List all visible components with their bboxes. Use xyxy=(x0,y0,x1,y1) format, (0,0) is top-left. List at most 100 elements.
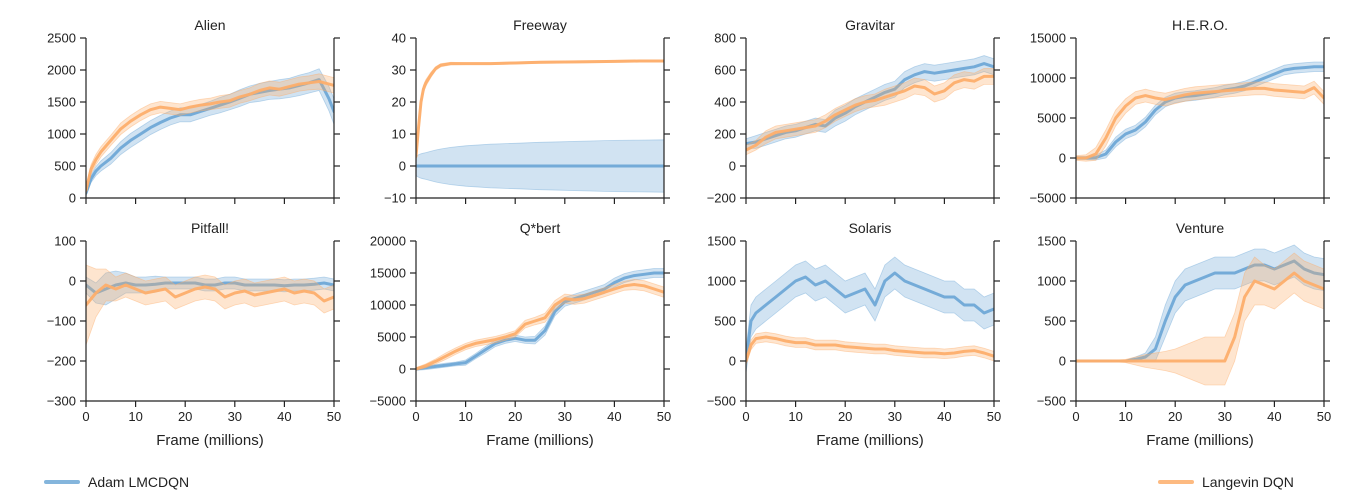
x-tick-label: 0 xyxy=(82,409,89,424)
plot-area xyxy=(1076,61,1324,162)
x-axis-label: Frame (millions) xyxy=(816,432,924,449)
series-line-langevin xyxy=(1076,86,1324,160)
subplot-title: Alien xyxy=(194,17,225,33)
x-tick-label: 20 xyxy=(1168,409,1182,424)
y-tick-label: −5000 xyxy=(369,394,406,409)
x-axis-label: Frame (millions) xyxy=(486,432,594,449)
plot-area xyxy=(86,68,334,197)
series-line-langevin xyxy=(86,283,334,307)
x-tick-label: 30 xyxy=(558,409,572,424)
y-tick-label: 100 xyxy=(54,234,76,249)
x-tick-label: 50 xyxy=(1317,409,1331,424)
subplot-title: Q*bert xyxy=(520,220,561,236)
x-tick-label: 10 xyxy=(1118,409,1132,424)
x-axis-label: Frame (millions) xyxy=(1146,432,1254,449)
x-tick-label: 10 xyxy=(788,409,802,424)
subplot-4: Pitfall! −300 −200 −100 0 100 0 10 20 30 40 50 Frame… xyxy=(47,220,342,449)
subplot-6: Solaris −500 0 500 1000 1500 0 10 20 30 40 50 Frame … xyxy=(707,220,1002,449)
y-tick-label: 500 xyxy=(714,314,736,329)
legend-adam-label: Adam LMCDQN xyxy=(88,474,190,490)
series-line-adam xyxy=(746,271,994,363)
y-tick-label: 20000 xyxy=(370,234,406,249)
legend-langevin: Langevin DQN xyxy=(1158,474,1294,490)
y-tick-label: 1000 xyxy=(707,274,736,289)
y-tick-label: 20 xyxy=(392,95,406,110)
subplot-title: Venture xyxy=(1176,220,1224,236)
y-tick-label: 1500 xyxy=(47,95,76,110)
y-tick-label: −500 xyxy=(707,394,736,409)
subplot-2: Gravitar −200 0 200 400 600 800 xyxy=(707,17,1000,206)
series-line-langevin xyxy=(416,283,664,371)
band-langevin xyxy=(1076,252,1324,386)
plot-area xyxy=(416,59,664,193)
y-tick-label: 1500 xyxy=(707,234,736,249)
plot-area xyxy=(86,264,334,346)
y-tick-label: 200 xyxy=(714,127,736,142)
plot-area xyxy=(746,256,994,374)
y-tick-label: 0 xyxy=(1059,354,1066,369)
y-tick-label: 10000 xyxy=(1030,71,1066,86)
y-tick-label: −10 xyxy=(384,191,406,206)
y-tick-label: −500 xyxy=(1037,394,1066,409)
y-tick-label: −5000 xyxy=(1029,191,1066,206)
plot-area xyxy=(416,268,664,371)
y-tick-label: 5000 xyxy=(1037,111,1066,126)
x-tick-label: 30 xyxy=(228,409,242,424)
x-tick-label: 30 xyxy=(1218,409,1232,424)
x-tick-label: 0 xyxy=(742,409,749,424)
subplot-3: H.E.R.O. −5000 0 5000 10000 15000 xyxy=(1029,17,1330,206)
x-tick-label: 30 xyxy=(888,409,902,424)
y-tick-label: 10000 xyxy=(370,298,406,313)
y-tick-label: 0 xyxy=(399,159,406,174)
series-line-adam xyxy=(416,271,664,371)
y-tick-label: −300 xyxy=(47,394,76,409)
y-tick-label: 1500 xyxy=(1037,234,1066,249)
y-tick-label: 400 xyxy=(714,95,736,110)
subplot-1: Freeway −10 0 10 20 30 40 xyxy=(384,17,670,206)
y-tick-label: 2500 xyxy=(47,31,76,46)
subplot-title: Gravitar xyxy=(845,17,895,33)
band-langevin xyxy=(1076,80,1324,162)
series-line-langevin xyxy=(746,335,994,363)
y-tick-label: −200 xyxy=(47,354,76,369)
series-line-adam xyxy=(86,78,334,195)
band-langevin xyxy=(416,278,664,371)
y-tick-label: 0 xyxy=(399,362,406,377)
y-tick-label: 1000 xyxy=(47,127,76,142)
subplot-title: H.E.R.O. xyxy=(1172,17,1228,33)
y-tick-label: −100 xyxy=(47,314,76,329)
x-tick-label: 50 xyxy=(987,409,1001,424)
x-tick-label: 50 xyxy=(327,409,341,424)
y-tick-label: 5000 xyxy=(377,330,406,345)
series-line-langevin xyxy=(86,80,334,192)
x-tick-label: 40 xyxy=(277,409,291,424)
y-tick-label: 2000 xyxy=(47,63,76,78)
y-tick-label: 0 xyxy=(1059,151,1066,166)
band-langevin xyxy=(86,73,334,195)
y-tick-label: 15000 xyxy=(370,266,406,281)
y-tick-label: 40 xyxy=(392,31,406,46)
band-adam xyxy=(746,256,994,374)
x-tick-label: 40 xyxy=(937,409,951,424)
x-tick-label: 40 xyxy=(1267,409,1281,424)
legend-adam: Adam LMCDQN xyxy=(44,474,189,490)
x-tick-label: 40 xyxy=(607,409,621,424)
subplot-0: Alien 0 500 1000 1500 2000 2500 xyxy=(47,17,340,206)
band-langevin xyxy=(746,68,994,156)
y-tick-label: 500 xyxy=(54,159,76,174)
y-tick-label: 0 xyxy=(69,274,76,289)
plot-area xyxy=(1076,244,1324,386)
series-line-langevin xyxy=(416,59,664,158)
x-axis-label: Frame (millions) xyxy=(156,432,264,449)
x-tick-label: 20 xyxy=(508,409,522,424)
x-tick-label: 0 xyxy=(412,409,419,424)
x-tick-label: 0 xyxy=(1072,409,1079,424)
x-tick-label: 20 xyxy=(178,409,192,424)
y-tick-label: 10 xyxy=(392,127,406,142)
x-tick-label: 10 xyxy=(458,409,472,424)
series-line-adam xyxy=(86,281,334,295)
subplot-title: Pitfall! xyxy=(191,220,229,236)
legend-langevin-label: Langevin DQN xyxy=(1202,474,1294,490)
y-tick-label: 600 xyxy=(714,63,736,78)
